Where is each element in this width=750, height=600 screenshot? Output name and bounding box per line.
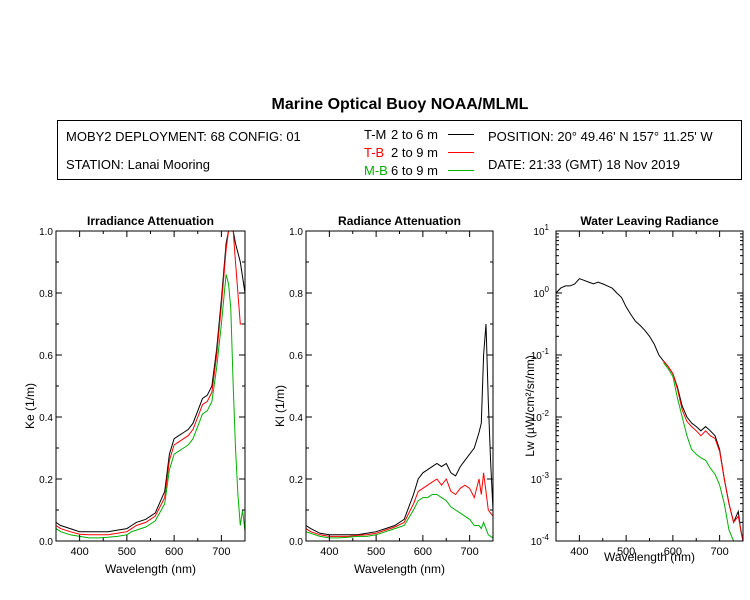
y-tick-label: 10-4 [531,533,550,548]
y-tick-label: 10-1 [531,347,550,362]
x-tick-label: 600 [165,546,183,558]
x-tick-label: 500 [617,546,635,558]
y-tick-label: 0.6 [289,351,303,362]
chart-ke: 400 500 600 700 0.0 0.2 0.4 0.6 0.8 1.0 Irradiance… [23,214,246,576]
chart-lw: 400 500 600 700 10-4 10-3 10-2 10-1 100 101 Water … [523,214,744,564]
x-tick-label: 400 [570,546,588,558]
y-tick-label: 0.2 [39,475,53,486]
series-line-m-b [663,362,735,541]
x-tick-label: 500 [118,546,136,558]
y-tick-label: 0.0 [289,537,303,548]
y-axis-label: Ke (1/m) [23,383,37,429]
chart-kl: 400 500 600 700 0.0 0.2 0.4 0.6 0.8 1.0 Radiance A… [273,214,494,576]
chart-main-title: Marine Optical Buoy NOAA/MLML [271,96,529,113]
x-tick-label: 600 [414,546,432,558]
y-tick-label: 0.4 [39,413,53,424]
panel-title: Radiance Attenuation [338,214,461,228]
position-text: POSITION: 20° 49.46' N 157° 11.25' W [488,129,713,144]
x-tick-label: 700 [212,546,230,558]
y-tick-label: 100 [533,285,549,300]
series-line-t-b [56,231,245,536]
x-tick-label: 700 [710,546,728,558]
plot-frame [55,230,246,542]
legend-range-tb: 2 to 9 m [391,145,438,160]
y-tick-label: 0.8 [39,289,53,300]
series-line-t-m [306,323,493,536]
series-line-m-b [56,274,245,539]
x-axis-label: Wavelength (nm) [354,562,445,576]
legend-swatch-tb [448,152,474,153]
panel-title: Irradiance Attenuation [87,214,214,228]
legend-name-mb: M-B [364,163,388,178]
x-tick-label: 700 [460,546,478,558]
series-line-t-m [56,231,245,533]
legend-name-tm: T-M [364,127,387,142]
y-tick-label: 10-3 [531,471,550,486]
legend-swatch-mb [448,170,474,171]
series-line-t-m [556,278,743,541]
x-axis-label: Wavelength (nm) [604,550,695,564]
x-tick-label: 500 [367,546,385,558]
plot-frame [305,230,494,542]
y-tick-label: 0.0 [39,537,53,548]
y-tick-label: 1.0 [39,227,53,238]
station-text: STATION: Lanai Mooring [66,157,211,172]
y-axis-label: Kl (1/m) [273,385,287,427]
x-axis-label: Wavelength (nm) [105,562,196,576]
legend-name-tb: T-B [364,145,385,160]
y-tick-label: 0.6 [39,351,53,362]
y-tick-label: 1.0 [289,227,303,238]
legend-range-tm: 2 to 6 m [391,127,438,142]
legend-swatch-tm [448,134,474,135]
y-tick-label: 0.2 [289,475,303,486]
y-tick-label: 10-2 [531,409,550,424]
series-line-t-b [663,360,743,541]
x-tick-label: 400 [320,546,338,558]
series-line-t-b [306,472,493,537]
x-tick-label: 600 [664,546,682,558]
date-text: DATE: 21:33 (GMT) 18 Nov 2019 [488,157,680,172]
y-axis-label: Lw (µW/cm²/sr/nm) [523,355,537,457]
series-line-m-b [306,494,493,539]
x-tick-label: 400 [70,546,88,558]
deployment-text: MOBY2 DEPLOYMENT: 68 CONFIG: 01 [66,129,301,144]
y-tick-label: 101 [533,223,549,238]
panel-title: Water Leaving Radiance [580,214,719,228]
y-tick-label: 0.8 [289,289,303,300]
plot-frame [555,230,744,542]
info-box: MOBY2 DEPLOYMENT: 68 CONFIG: 01 STATION:… [57,120,742,180]
legend-range-mb: 6 to 9 m [391,163,438,178]
y-tick-label: 0.4 [289,413,303,424]
